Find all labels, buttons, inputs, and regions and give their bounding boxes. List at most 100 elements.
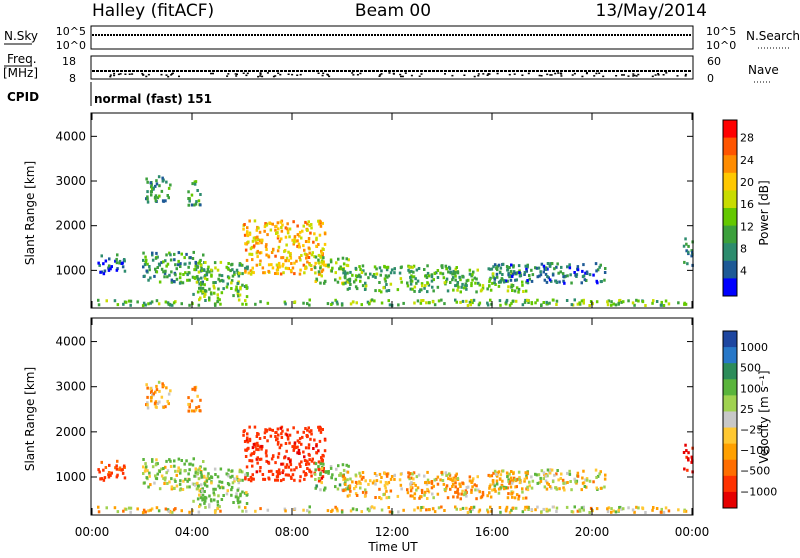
nave-point: [131, 73, 134, 75]
power-cell: [304, 220, 307, 224]
power-cell: [199, 264, 203, 268]
nave-point: [538, 74, 541, 77]
power-cell: [336, 280, 340, 284]
power-cell: [298, 272, 302, 276]
power-cell: [310, 226, 313, 230]
power-cell: [244, 299, 247, 303]
velocity-cell: [247, 478, 250, 482]
power-cell: [363, 288, 367, 291]
velocity-cell: [490, 474, 494, 478]
velocity-cell: [290, 468, 293, 472]
nave-point: [322, 72, 325, 74]
power-cell: [149, 276, 152, 280]
velocity-cell: [207, 472, 210, 476]
power-cell: [313, 255, 316, 259]
nave-point: [621, 74, 623, 76]
power-cell: [606, 303, 610, 307]
nave-point: [404, 72, 407, 74]
nave-point: [546, 73, 549, 76]
power-cell: [539, 270, 542, 274]
power-cell: [289, 269, 293, 272]
colorbar-swatch: [723, 395, 737, 412]
velocity-cell: [561, 478, 565, 482]
power-cell: [142, 265, 145, 269]
power-cell: [508, 266, 511, 269]
power-cell: [633, 303, 636, 307]
velocity-cell: [319, 473, 322, 477]
velocity-cell: [299, 465, 302, 468]
range-tick-label: 1000: [55, 470, 86, 484]
velocity-cell: [170, 487, 174, 491]
power-cell: [411, 265, 414, 269]
nave-point: [145, 75, 148, 78]
power-cell: [320, 270, 324, 274]
nave-point: [521, 74, 524, 76]
power-cell: [199, 203, 202, 207]
power-cell: [399, 266, 403, 270]
velocity-cell: [220, 480, 224, 484]
velocity-cell: [523, 477, 527, 481]
velocity-cell: [436, 475, 440, 479]
power-cell: [583, 278, 587, 282]
velocity-cell: [212, 487, 215, 491]
velocity-cell: [253, 425, 257, 429]
velocity-cell: [147, 485, 150, 489]
velocity-cell: [198, 466, 201, 470]
velocity-cell: [310, 432, 313, 436]
power-cell: [501, 273, 504, 276]
power-cell: [141, 304, 145, 308]
velocity-cell: [208, 503, 211, 507]
velocity-cell: [617, 508, 620, 512]
velocity-cell: [279, 479, 283, 483]
velocity-cell: [570, 510, 574, 514]
velocity-cell: [233, 477, 236, 481]
velocity-cell: [267, 469, 271, 473]
velocity-cell: [280, 432, 283, 436]
power-cell: [525, 269, 528, 273]
power-cell: [216, 300, 219, 304]
velocity-cell: [156, 472, 159, 476]
velocity-cell: [191, 387, 194, 391]
power-cell: [251, 266, 254, 270]
velocity-cell: [534, 508, 537, 512]
power-cell: [440, 298, 443, 302]
power-cell: [374, 289, 377, 293]
power-cell: [538, 274, 541, 278]
power-cell: [175, 267, 178, 271]
velocity-cell: [426, 487, 429, 491]
power-cell: [499, 266, 503, 270]
velocity-cell: [449, 477, 452, 481]
velocity-cell: [459, 485, 462, 488]
nave-point: [633, 74, 636, 77]
velocity-cell: [512, 472, 515, 476]
velocity-cell: [423, 474, 426, 478]
velocity-cell: [606, 507, 609, 511]
power-cell: [475, 290, 478, 294]
power-cell: [428, 301, 431, 305]
power-cell: [284, 266, 288, 270]
velocity-cell: [471, 479, 474, 483]
nave-point: [167, 75, 170, 78]
power-cell: [156, 196, 160, 200]
velocity-cell: [277, 452, 281, 456]
velocity-cell: [453, 478, 457, 482]
power-cell: [255, 263, 259, 267]
power-cell: [525, 280, 528, 284]
velocity-cell: [425, 480, 428, 484]
velocity-cell: [518, 476, 521, 479]
power-cell: [253, 244, 256, 248]
velocity-cell: [241, 490, 244, 494]
power-cell: [360, 303, 363, 307]
nsky-left-tick-bottom: 10^0: [56, 39, 86, 52]
power-cell: [382, 286, 385, 290]
velocity-cell: [154, 390, 157, 394]
velocity-cell: [491, 488, 494, 492]
power-cell: [573, 271, 576, 274]
power-cell: [296, 233, 300, 237]
velocity-cell: [505, 471, 509, 475]
power-cell: [274, 272, 277, 275]
velocity-cell: [129, 510, 132, 514]
power-cell: [233, 272, 236, 276]
velocity-cell: [172, 508, 176, 512]
power-cell: [409, 278, 413, 282]
